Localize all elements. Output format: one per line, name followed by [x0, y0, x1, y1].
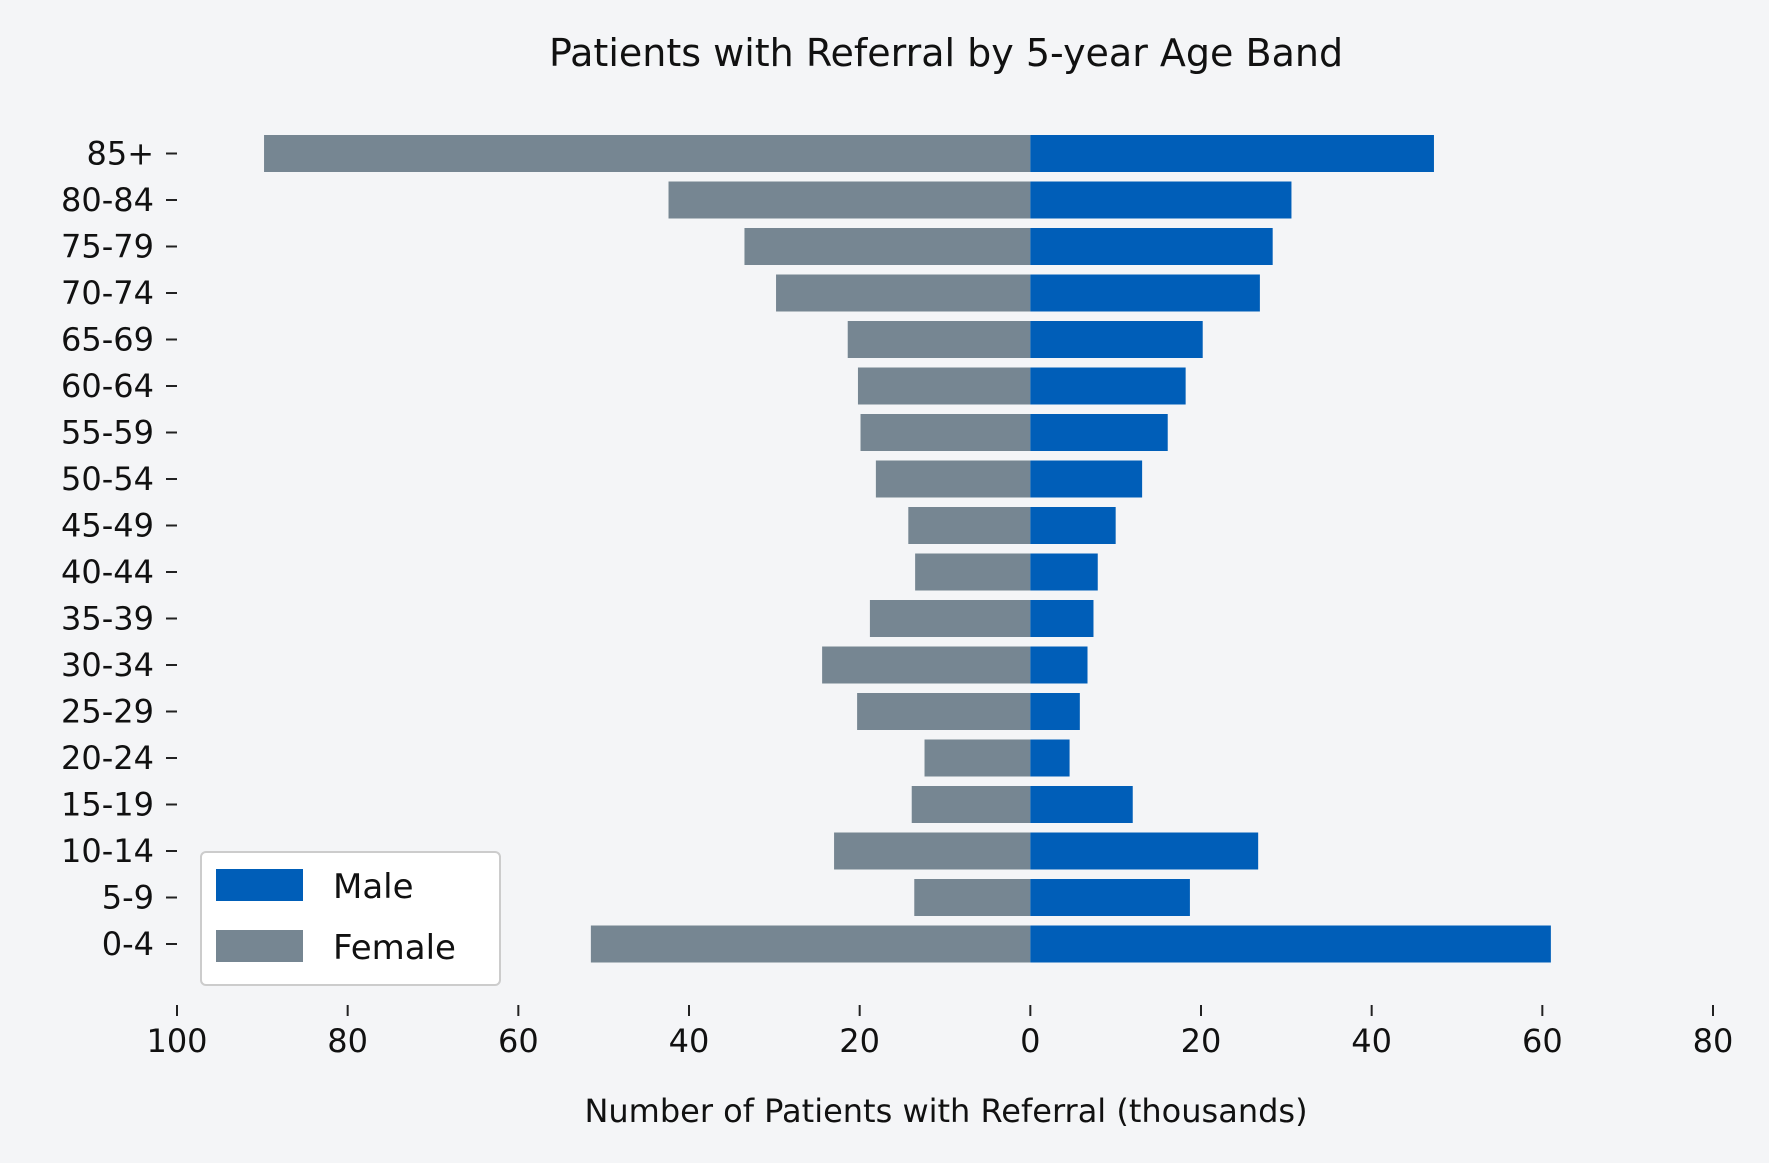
x-tick-label: 40 [669, 1022, 710, 1060]
legend-label-male: Male [333, 867, 414, 907]
x-tick-label: 0 [1020, 1022, 1040, 1060]
x-tick-label: 100 [146, 1022, 207, 1060]
bar-female-45-49 [908, 507, 1031, 544]
bar-male-30-34 [1030, 646, 1088, 684]
y-tick-label-80-84: 80-84 [61, 181, 154, 219]
legend-label-female: Female [333, 928, 456, 968]
bar-male-75-79 [1030, 228, 1273, 265]
bar-female-25-29 [857, 693, 1031, 730]
bar-male-70-74 [1030, 274, 1260, 312]
x-tick-label: 80 [327, 1022, 368, 1060]
y-tick-label-85+: 85+ [86, 135, 154, 173]
bar-male-45-49 [1030, 507, 1116, 544]
bar-male-25-29 [1030, 693, 1080, 730]
bar-female-85+ [264, 135, 1031, 172]
bar-male-50-54 [1030, 460, 1143, 498]
bar-male-85+ [1030, 135, 1434, 172]
y-tick-label-50-54: 50-54 [61, 460, 154, 498]
bar-male-15-19 [1030, 786, 1133, 823]
bar-male-0-4 [1030, 925, 1551, 963]
bar-female-20-24 [924, 739, 1031, 777]
bar-female-50-54 [875, 460, 1031, 498]
bar-male-55-59 [1030, 414, 1168, 451]
bar-female-65-69 [847, 321, 1031, 358]
legend-swatch-male [216, 869, 303, 901]
bar-male-65-69 [1030, 321, 1203, 358]
x-tick-label: 80 [1693, 1022, 1734, 1060]
y-tick-label-70-74: 70-74 [61, 274, 154, 312]
bar-male-60-64 [1030, 367, 1186, 405]
y-tick-label-75-79: 75-79 [61, 228, 154, 266]
bar-female-70-74 [776, 274, 1031, 312]
x-tick-label: 40 [1351, 1022, 1392, 1060]
bar-male-40-44 [1030, 553, 1098, 591]
y-tick-label-55-59: 55-59 [61, 414, 154, 452]
bar-female-80-84 [668, 181, 1031, 219]
bar-male-80-84 [1030, 181, 1292, 219]
bar-female-60-64 [857, 367, 1031, 405]
male-bars [1030, 135, 1551, 963]
bar-female-35-39 [869, 600, 1031, 637]
bar-female-55-59 [860, 414, 1031, 451]
bar-male-20-24 [1030, 739, 1070, 777]
bar-female-10-14 [834, 832, 1031, 870]
bar-female-15-19 [911, 786, 1031, 823]
y-tick-label-20-24: 20-24 [61, 739, 154, 777]
y-tick-label-60-64: 60-64 [61, 367, 154, 405]
x-tick-label: 60 [1522, 1022, 1563, 1060]
x-tick-label: 20 [1181, 1022, 1222, 1060]
bar-male-35-39 [1030, 600, 1094, 637]
y-tick-label-40-44: 40-44 [61, 553, 154, 591]
y-tick-label-10-14: 10-14 [61, 832, 154, 870]
bar-female-0-4 [590, 925, 1031, 963]
x-tick-label: 20 [839, 1022, 880, 1060]
y-tick-label-15-19: 15-19 [61, 786, 154, 824]
legend-swatch-female [216, 930, 303, 962]
legend: Male Female [200, 851, 501, 986]
x-tick-label: 60 [498, 1022, 539, 1060]
bar-male-10-14 [1030, 832, 1259, 870]
y-tick-label-65-69: 65-69 [61, 321, 154, 359]
chart-title: Patients with Referral by 5-year Age Ban… [549, 31, 1343, 75]
bar-female-75-79 [744, 228, 1031, 265]
y-axis-ticks: 0-4 5-9 10-14 15-19 20-24 25-29 30-34 35-39 40-4… [61, 135, 177, 963]
bar-female-40-44 [915, 553, 1031, 591]
y-tick-label-5-9: 5-9 [102, 879, 154, 917]
x-axis-label: Number of Patients with Referral (thousa… [584, 1092, 1307, 1130]
y-tick-label-0-4: 0-4 [102, 925, 154, 963]
bar-female-30-34 [822, 646, 1031, 684]
x-axis-ticks: 100 80 60 40 20 0 20 40 60 80 [146, 1005, 1733, 1060]
y-tick-label-45-49: 45-49 [61, 507, 154, 545]
y-tick-label-35-39: 35-39 [61, 600, 154, 638]
female-bars [264, 135, 1031, 963]
bar-female-5-9 [914, 879, 1031, 916]
bar-male-5-9 [1030, 879, 1190, 916]
y-tick-label-25-29: 25-29 [61, 693, 154, 731]
y-tick-label-30-34: 30-34 [61, 646, 154, 684]
